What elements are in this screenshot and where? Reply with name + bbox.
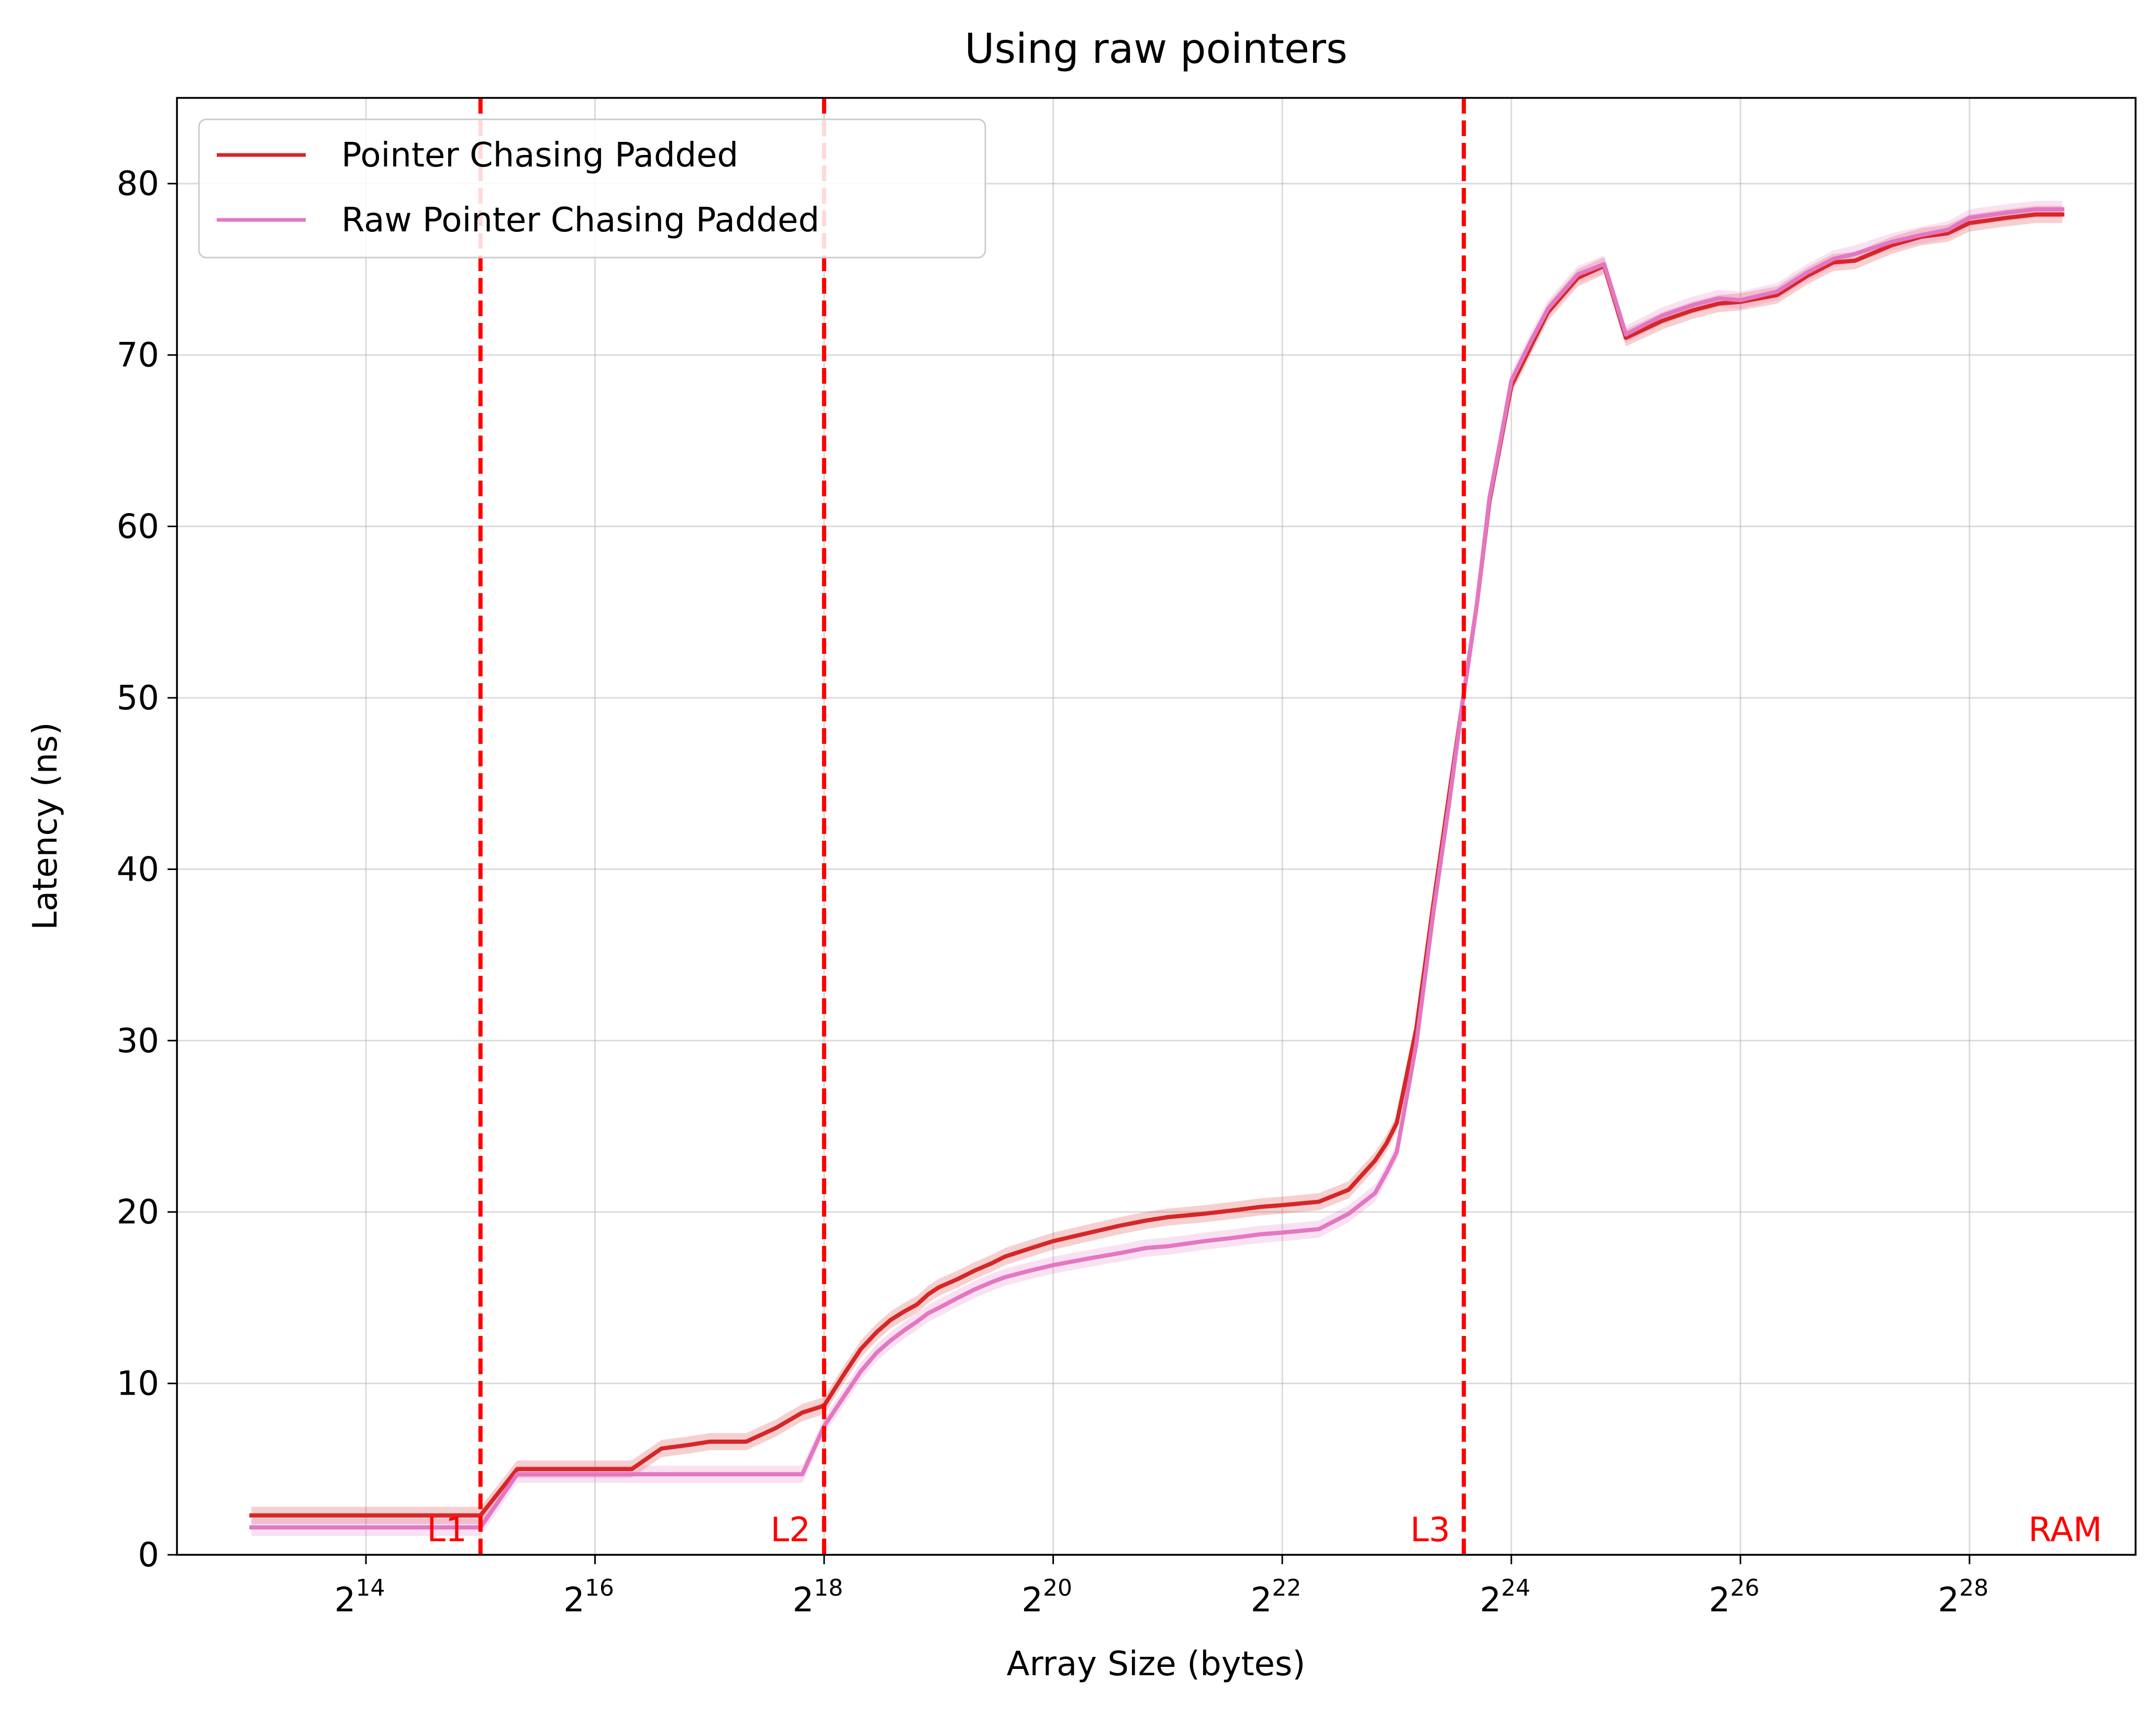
y-tick-label: 0 — [138, 1536, 159, 1575]
cache-label-l3: L3 — [1410, 1511, 1450, 1550]
x-tick-base: 2 — [1709, 1581, 1730, 1620]
x-tick-label: 214 — [335, 1575, 385, 1620]
x-tick-label: 222 — [1251, 1575, 1302, 1620]
y-tick-label: 30 — [117, 1022, 159, 1061]
cache-label-l1: L1 — [427, 1511, 466, 1550]
x-tick-exponent: 20 — [1043, 1575, 1072, 1601]
x-axis-label: Array Size (bytes) — [1007, 1645, 1306, 1684]
legend-label-pointer-chasing-padded: Pointer Chasing Padded — [341, 136, 738, 175]
x-tick-label: 218 — [793, 1575, 843, 1620]
x-tick-exponent: 26 — [1730, 1575, 1760, 1601]
cache-label-ram: RAM — [2028, 1511, 2102, 1550]
x-tick-base: 2 — [335, 1581, 356, 1620]
x-tick-base: 2 — [563, 1581, 585, 1620]
x-tick-exponent: 14 — [355, 1575, 385, 1601]
series-layer — [249, 207, 2064, 1530]
series-line-raw-pointer-chasing-padded — [249, 207, 2064, 1530]
plot-frame — [176, 97, 2137, 1556]
legend-label-raw-pointer-chasing-padded: Raw Pointer Chasing Padded — [341, 201, 819, 240]
cache-label-l2: L2 — [771, 1511, 810, 1550]
x-tick-label: 224 — [1480, 1575, 1530, 1620]
chart-title: Using raw pointers — [964, 26, 1347, 73]
x-tick-base: 2 — [1938, 1581, 1959, 1620]
x-tick-exponent: 18 — [814, 1575, 843, 1601]
y-tick-label: 80 — [117, 165, 159, 204]
x-tick-base: 2 — [1021, 1581, 1043, 1620]
y-tick-label: 50 — [117, 679, 159, 718]
x-tick-label: 216 — [563, 1575, 614, 1620]
x-tick-exponent: 22 — [1272, 1575, 1302, 1601]
x-tick-base: 2 — [1251, 1581, 1272, 1620]
y-tick-label: 60 — [117, 508, 159, 547]
legend-box — [198, 118, 986, 259]
x-tick-base: 2 — [1480, 1581, 1501, 1620]
x-tick-exponent: 28 — [1959, 1575, 1988, 1601]
x-tick-label: 228 — [1938, 1575, 1988, 1620]
y-axis-label: Latency (ns) — [26, 722, 65, 930]
y-tick-label: 40 — [117, 850, 159, 889]
cache-marker-layer: L1 L2 L3 RAM — [427, 98, 2102, 1555]
y-tick-label: 70 — [117, 336, 159, 375]
x-tick-label: 220 — [1021, 1575, 1072, 1620]
x-tick-exponent: 16 — [585, 1575, 614, 1601]
x-tick-base: 2 — [793, 1581, 814, 1620]
y-tick-label: 20 — [117, 1193, 159, 1232]
y-tick-label: 10 — [117, 1365, 159, 1404]
legend: Pointer Chasing Padded Raw Pointer Chasi… — [198, 118, 986, 259]
axis-layer: 214 216 218 220 222 224 226 2280102030405060708… — [117, 165, 1989, 1620]
x-tick-exponent: 24 — [1501, 1575, 1530, 1601]
series-line-pointer-chasing-padded — [249, 212, 2064, 1518]
x-tick-label: 226 — [1709, 1575, 1760, 1620]
